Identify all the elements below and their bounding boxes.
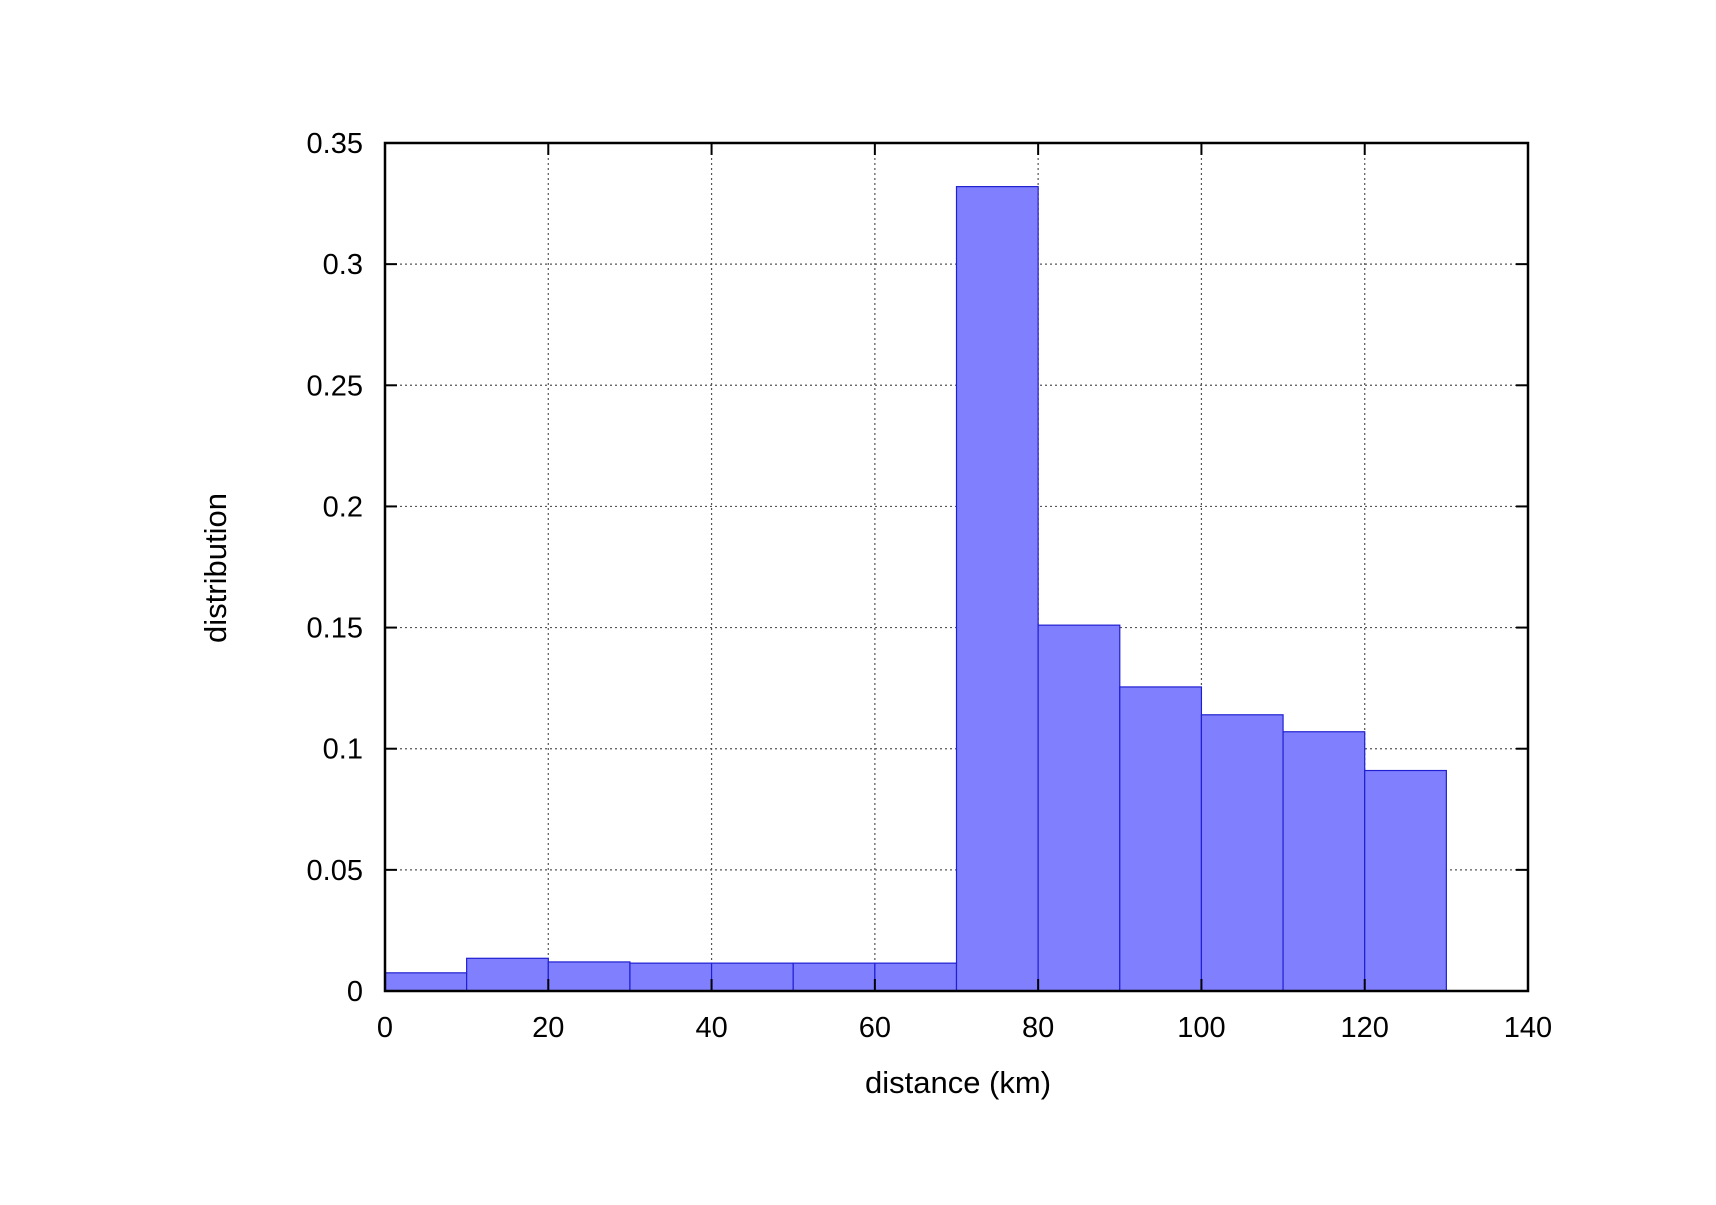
histogram-bar: [792, 962, 876, 992]
x-tick-label: 20: [532, 1012, 564, 1044]
histogram-bar: [384, 972, 468, 992]
x-tick-label: 0: [377, 1012, 393, 1044]
x-tick-label: 60: [859, 1012, 891, 1044]
histogram-bar: [629, 962, 713, 992]
bars-layer: [384, 186, 1447, 992]
histogram-bar: [547, 961, 631, 992]
x-tick-label: 120: [1341, 1012, 1389, 1044]
y-axis-title: distribution: [198, 493, 233, 643]
x-tick-label: 80: [1022, 1012, 1054, 1044]
x-axis-title: distance (km): [865, 1065, 1051, 1100]
y-tick-label: 0.3: [323, 249, 363, 281]
x-tick-label: 100: [1177, 1012, 1225, 1044]
axes-layer: [383, 141, 1530, 993]
y-tick-label: 0.05: [307, 855, 363, 887]
y-tick-label: 0.2: [323, 491, 363, 523]
ticks-layer: 0 20 40 60 80 100 120 140 0 0.05 0.1 0.15 0.2 0.25 0.3…: [307, 128, 1553, 1044]
y-tick-label: 0.1: [323, 734, 363, 766]
histogram-bar: [1037, 624, 1121, 992]
y-tick-label: 0.15: [307, 613, 363, 645]
y-tick-label: 0.35: [307, 128, 363, 160]
histogram-bar: [710, 962, 794, 992]
histogram-bar: [874, 962, 958, 992]
x-tick-label: 140: [1504, 1012, 1552, 1044]
histogram-bar: [1119, 686, 1203, 992]
y-tick-label: 0.25: [307, 370, 363, 402]
histogram-bar: [466, 957, 549, 992]
histogram-bar: [1282, 731, 1366, 992]
y-tick-label: 0: [347, 976, 363, 1008]
histogram-bar: [1364, 769, 1447, 992]
x-tick-label: 40: [695, 1012, 727, 1044]
histogram-bar: [1200, 714, 1284, 992]
plot-frame: [383, 141, 1530, 993]
histogram-bar: [955, 186, 1039, 992]
